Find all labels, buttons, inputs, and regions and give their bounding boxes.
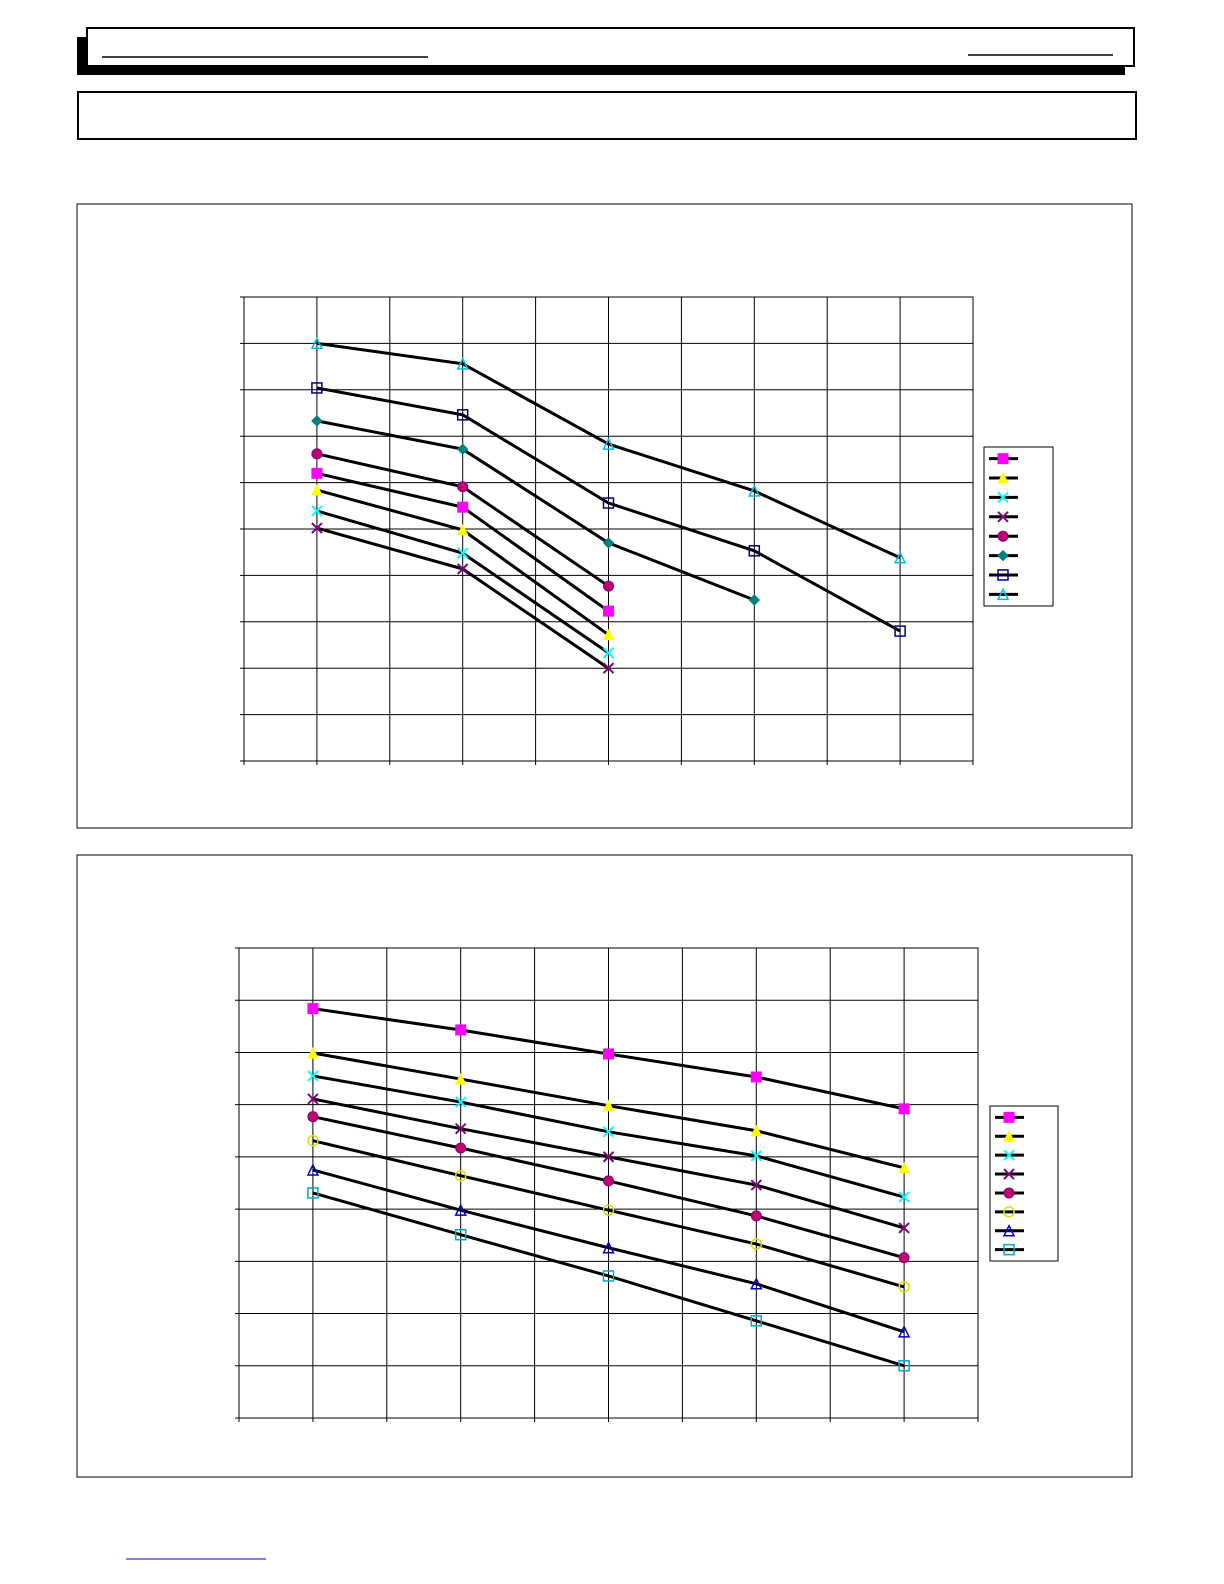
marker [602, 647, 615, 659]
legend [983, 446, 1054, 607]
marker [311, 505, 323, 517]
marker [602, 662, 615, 674]
marker [307, 1046, 319, 1059]
marker [748, 545, 761, 557]
marker [602, 1241, 615, 1254]
marker [1003, 1111, 1015, 1123]
marker [1003, 1243, 1015, 1256]
marker [454, 1203, 467, 1216]
marker [602, 537, 615, 549]
marker [602, 1126, 615, 1138]
marker [602, 497, 615, 509]
marker [311, 382, 323, 394]
series-line [316, 341, 901, 560]
marker [997, 453, 1009, 465]
marker [602, 1151, 615, 1163]
marker [893, 551, 907, 564]
marker [897, 1325, 911, 1338]
marker [997, 569, 1009, 581]
chart-frame [76, 854, 1133, 1478]
marker [750, 1071, 762, 1083]
marker [748, 484, 761, 497]
marker [602, 1204, 615, 1216]
marker [602, 1270, 615, 1282]
marker [307, 1111, 319, 1123]
marker [307, 1134, 319, 1147]
marker [603, 580, 614, 592]
marker [311, 448, 323, 460]
series-line [316, 386, 901, 633]
marker [750, 1238, 763, 1250]
marker [898, 1161, 910, 1174]
marker [603, 1175, 614, 1187]
legend [989, 1105, 1059, 1262]
chart-frame [76, 203, 1133, 829]
marker [311, 467, 323, 479]
marker [898, 1103, 910, 1115]
marker [750, 1150, 763, 1162]
marker [898, 1191, 910, 1203]
marker [603, 605, 614, 617]
marker [898, 1252, 910, 1264]
marker [898, 1360, 910, 1372]
marker [306, 1163, 320, 1176]
marker [602, 1099, 615, 1112]
marker [750, 1179, 763, 1191]
marker [454, 1122, 467, 1135]
marker [307, 1093, 319, 1105]
series-line [312, 1191, 905, 1368]
marker [750, 1124, 763, 1137]
marker [454, 1096, 467, 1108]
marker [454, 1072, 467, 1085]
marker [997, 491, 1009, 504]
marker [1003, 1149, 1015, 1161]
marker [456, 563, 469, 575]
marker [310, 336, 324, 350]
marker [750, 1277, 763, 1290]
marker [898, 1281, 910, 1293]
marker [307, 1070, 319, 1082]
marker [898, 1222, 910, 1234]
title-box [77, 91, 1137, 140]
marker [997, 530, 1009, 542]
marker [456, 357, 469, 370]
marker [311, 415, 323, 427]
marker [455, 1024, 467, 1036]
marker [1003, 1187, 1015, 1199]
marker [455, 1142, 467, 1154]
marker [750, 1315, 763, 1327]
marker [1003, 1168, 1015, 1180]
marker [456, 409, 469, 421]
series-line [316, 419, 755, 602]
marker [997, 511, 1009, 523]
marker [456, 443, 469, 455]
marker [457, 501, 469, 513]
marker [1003, 1206, 1015, 1218]
marker [307, 1003, 319, 1015]
marker [454, 1169, 467, 1182]
marker [1003, 1130, 1015, 1142]
marker [602, 628, 615, 641]
marker [894, 625, 906, 637]
marker [457, 481, 469, 493]
marker [1002, 1224, 1016, 1237]
series-line [312, 1168, 905, 1334]
series-line [312, 1139, 905, 1289]
marker [748, 594, 761, 606]
marker [997, 471, 1009, 484]
marker [311, 522, 323, 534]
marker [307, 1187, 319, 1199]
marker [456, 547, 469, 559]
marker [603, 1048, 614, 1060]
marker [996, 587, 1010, 601]
header-box [86, 27, 1135, 67]
marker [456, 523, 469, 536]
marker [602, 437, 615, 450]
marker [311, 483, 323, 496]
marker [997, 549, 1009, 562]
marker [750, 1210, 762, 1222]
marker [454, 1228, 467, 1241]
